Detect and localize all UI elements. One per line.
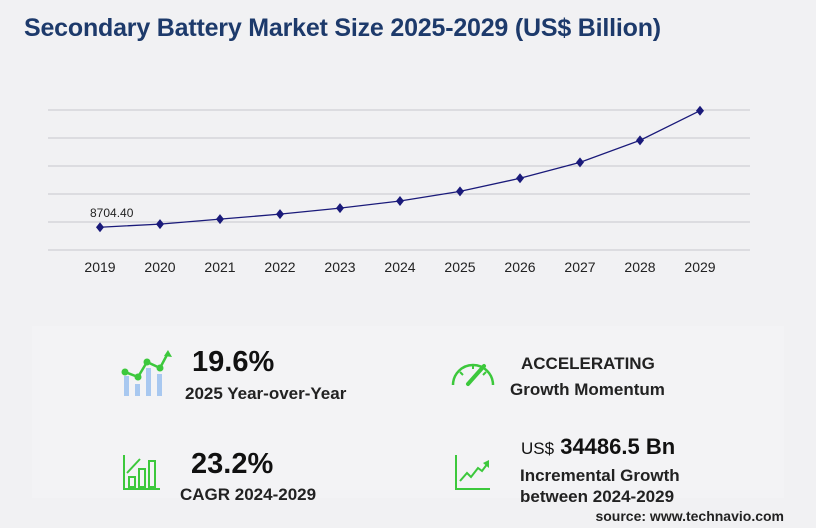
speedometer-icon [451,363,495,386]
data-point-2019 [96,222,104,233]
series-line [99,110,701,228]
x-tick-label: 2025 [444,259,475,275]
growth-bar-chart-icon [121,350,172,396]
incr-value: 34486.5 Bn [560,434,676,459]
x-tick-label: 2026 [504,259,535,275]
data-point-2025 [456,186,464,197]
incr-label-2: between 2024-2029 [520,487,675,506]
cagr-label: CAGR 2024-2029 [180,485,317,504]
data-point-2029 [696,105,704,116]
momentum-label: Growth Momentum [510,380,665,399]
incr-label-1: Incremental Growth [520,466,680,485]
x-tick-label: 2029 [684,259,715,275]
data-point-2023 [336,203,344,214]
data-point-2020 [156,219,164,230]
chart-title: Secondary Battery Market Size 2025-2029 … [24,14,661,42]
data-point-2028 [636,135,644,146]
x-tick-label: 2023 [324,259,355,275]
momentum-value: ACCELERATING [521,354,655,373]
cagr-value: 23.2% [191,448,274,480]
data-label: 8704.40 [90,206,134,220]
x-tick-label: 2019 [84,259,115,275]
line-chart: 2019 8704.40 2020 2021 2022 2023 2024 2025 2026 2… [48,105,750,275]
data-point-2024 [396,195,404,206]
x-tick-label: 2020 [144,259,175,275]
x-tick-label: 2021 [204,259,235,275]
data-point-2027 [576,157,584,168]
data-point-2026 [516,173,524,184]
x-tick-label: 2022 [264,259,295,275]
x-tick-label: 2027 [564,259,595,275]
x-tick-label: 2024 [384,259,415,275]
bar-chart-icon [123,455,160,490]
data-point-2021 [216,214,224,225]
data-point-2022 [276,209,284,220]
source-note: source: www.technavio.com [595,508,784,524]
stats-panel [32,326,784,498]
yoy-value: 19.6% [192,346,275,378]
trend-up-icon [455,455,490,490]
yoy-label: 2025 Year-over-Year [185,384,347,403]
incr-prefix: US$ [521,439,555,458]
x-tick-label: 2028 [624,259,655,275]
